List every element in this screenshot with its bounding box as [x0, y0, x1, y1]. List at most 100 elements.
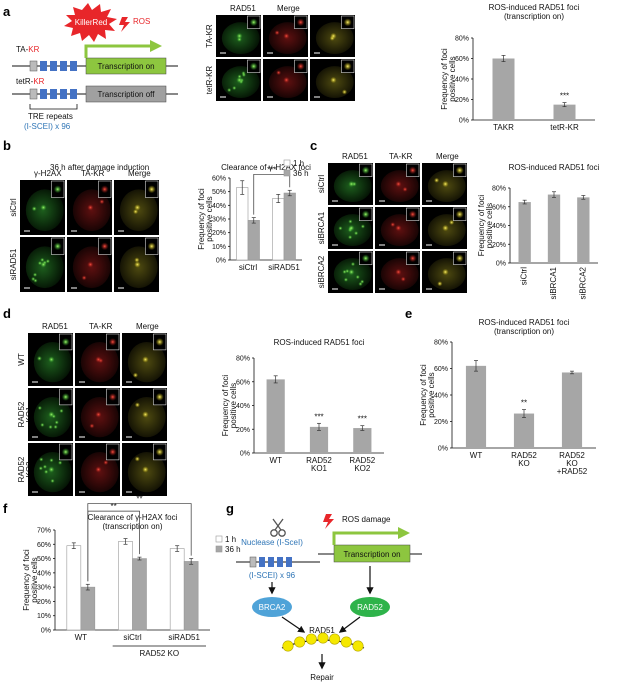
chart-b-legend-label: 1 h — [293, 159, 304, 168]
chart-b-ytick-label: 10% — [212, 244, 226, 251]
chart-d-xtick-label: WT — [269, 456, 282, 465]
chart-e-xtick-label: RAD52 KO — [511, 451, 537, 468]
nuclease-label: Nuclease (I-SceI) — [241, 538, 303, 547]
micro-b-row-label-1: siRAD51 — [9, 248, 18, 280]
chart-a-xtick-label: tetR-KR — [550, 123, 579, 132]
chart-f-ytick-label: 20% — [37, 599, 51, 606]
chart-b-legend-swatch — [283, 159, 291, 167]
chart-a-bar — [492, 58, 515, 120]
chart-f-bar — [118, 541, 133, 631]
chart-d-ytick-label: 40% — [236, 403, 250, 410]
repair-label: Repair — [310, 673, 334, 682]
panel-c-micrographs: RAD51 TA-KR Merge siCtrl siBRCA1 siBRCA2 — [317, 152, 467, 293]
chart-f-bar — [66, 545, 82, 631]
ta-kr-label: TA-KR — [16, 45, 40, 54]
chart-b-ylabel: Frequency of focipositive cells — [197, 188, 214, 250]
chart-f-ytick-label: 40% — [37, 570, 51, 577]
micro-a-header-1: Merge — [277, 4, 300, 13]
chart-f-ytick-label: 70% — [37, 528, 51, 535]
chart-e-ytick-label: 40% — [434, 393, 448, 400]
chart-b-ytick-label: 20% — [212, 230, 226, 237]
chart-d-ytick-label: 0% — [240, 451, 250, 458]
transcription-on-label-g: Transcription on — [343, 550, 400, 559]
chart-e-xtick-label: RAD52 KO +RAD52 — [557, 451, 588, 476]
brca2-node — [252, 597, 292, 617]
rad51-bead — [305, 633, 317, 645]
tetr-kr-label: tetR-KR — [16, 77, 45, 86]
chart-f-ytick-label: 60% — [37, 542, 51, 549]
micro-d-tile — [75, 333, 120, 386]
panel-b-micrographs: γ-H2AX TA-KR Merge siCtrl siRAD51 — [9, 169, 159, 292]
rad51-bead — [340, 636, 352, 648]
scissors-icon — [270, 518, 286, 537]
panel-label-g: g — [226, 501, 234, 516]
chart-f-xtick-label: siCtrl — [123, 633, 141, 642]
chart-f-group-label: RAD52 KO — [140, 649, 180, 658]
panel-label-b: b — [3, 138, 11, 153]
chart-c-ytick-label: 0% — [496, 261, 506, 268]
micro-a-header-0: RAD51 — [230, 4, 256, 13]
rad52-node — [350, 597, 390, 617]
micro-b-tile — [114, 237, 159, 292]
chart-a-ytick-label: 40% — [455, 77, 469, 84]
chart-c-ytick-label: 20% — [492, 242, 506, 249]
micro-c-tile — [328, 163, 373, 205]
micro-a-tile — [216, 59, 261, 101]
micro-a-row-label-0: TA-KR — [205, 24, 214, 48]
panel-b-caption: 36 h after damage induction — [50, 163, 149, 172]
ros-lightning-icon — [119, 17, 130, 32]
micro-d-tile — [75, 388, 120, 441]
micro-c-tile — [328, 251, 373, 293]
micro-c-tile — [422, 251, 467, 293]
micro-b-header-2: Merge — [128, 169, 151, 178]
chart-d-xtick-label: RAD52 KO1 — [306, 456, 332, 473]
transcription-on-label: Transcription on — [97, 62, 154, 71]
panel-label-c: c — [310, 138, 317, 153]
panel-label-f: f — [3, 501, 8, 516]
tre-repeats-label: TRE repeats — [28, 112, 73, 121]
chart-a-bar — [553, 104, 576, 120]
chart-b-bar — [247, 220, 260, 261]
chart-b-significance: *** — [267, 165, 276, 174]
chart-a-ytick-label: 0% — [459, 118, 469, 125]
micro-c-row-label-1: siBRCA1 — [317, 211, 326, 244]
micro-d-row-label-0: WT — [17, 353, 26, 366]
micro-a-tile — [216, 15, 261, 57]
micro-b-header-1: TA-KR — [81, 169, 105, 178]
chart-e-ytick-label: 20% — [434, 419, 448, 426]
chart-b: Clearance of γ-H2AX foci Frequency of foc… — [197, 159, 311, 272]
chart-b-ytick-label: 0% — [216, 258, 226, 265]
chart-b-bar — [272, 198, 285, 261]
micro-c-row-label-2: siBRCA2 — [317, 255, 326, 288]
rad51-filament — [282, 632, 364, 652]
chart-e-bar — [513, 413, 535, 448]
micro-a-tile — [310, 59, 355, 101]
chart-f-bar — [80, 586, 96, 631]
micro-c-header-0: RAD51 — [342, 152, 368, 161]
chart-e: ROS-induced RAD51 foci (transcription on)… — [419, 318, 596, 476]
chart-a-title: ROS-induced RAD51 foci (transcription on) — [489, 3, 580, 21]
chart-e-title: ROS-induced RAD51 foci (transcription on) — [479, 318, 570, 336]
micro-b-row-label-0: siCtrl — [9, 198, 18, 216]
chart-f-legend-label: 1 h — [225, 535, 236, 544]
micro-d-tile — [122, 388, 167, 441]
chart-f-bar — [169, 548, 185, 631]
chart-a-ytick-label: 80% — [455, 36, 469, 43]
micro-d-tile — [28, 333, 73, 386]
micro-c-header-2: Merge — [436, 152, 459, 161]
chart-e-ytick-label: 80% — [434, 340, 448, 347]
chart-b-legend-swatch — [283, 169, 291, 177]
panel-label-a: a — [3, 4, 11, 19]
micro-c-tile — [422, 163, 467, 205]
chart-d-bar — [309, 426, 329, 453]
chart-d: ROS-induced RAD51 foci Frequency of focip… — [221, 338, 384, 473]
chart-e-ytick-label: 60% — [434, 366, 448, 373]
micro-d-tile — [122, 443, 167, 496]
rad51-bead — [352, 640, 364, 652]
micro-d-header-0: RAD51 — [42, 322, 68, 331]
tetr-kr-construct: Transcription off — [12, 85, 178, 103]
micro-d-tile — [122, 333, 167, 386]
chart-b-xtick-label: siRAD51 — [268, 263, 300, 272]
